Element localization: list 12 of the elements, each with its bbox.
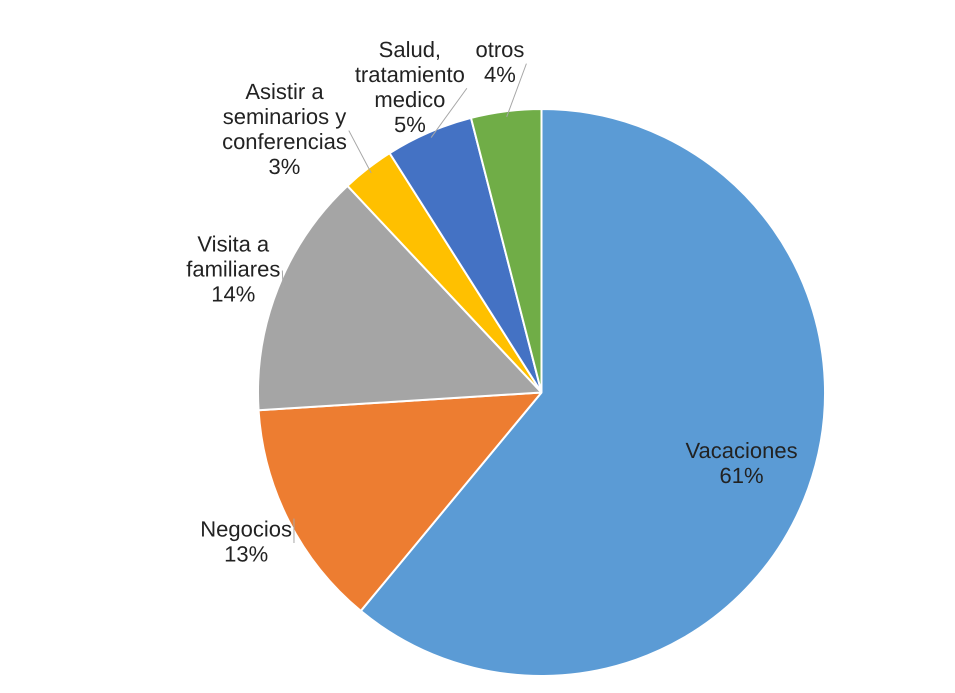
data-label: 4%: [484, 62, 516, 88]
slice-label: Vacaciones: [686, 438, 798, 464]
slice-label: otros: [475, 37, 524, 62]
slice-label: Salud, tratamiento medico: [354, 36, 465, 112]
data-label: 61%: [720, 463, 764, 488]
data-label: 14%: [211, 282, 256, 307]
data-label: 3%: [268, 154, 300, 180]
slice-label: Asistir a seminarios y conferencias: [222, 79, 347, 154]
slice-label: Visita a familiares: [186, 232, 280, 282]
slice-label: Negocios: [200, 516, 292, 542]
data-label: 5%: [394, 112, 426, 137]
data-label: 13%: [224, 542, 268, 567]
